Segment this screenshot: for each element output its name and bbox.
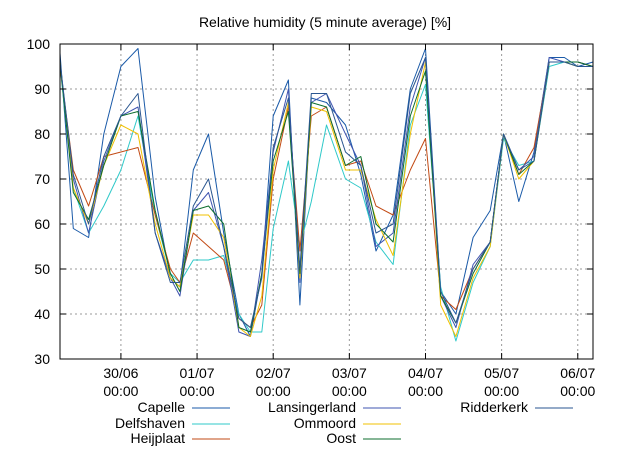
legend-label-heijplaat: Heijplaat bbox=[131, 430, 186, 446]
legend-label-ommoord: Ommoord bbox=[294, 415, 356, 431]
x-tick-label: 00:00 bbox=[103, 383, 138, 399]
legend-label-oost: Oost bbox=[326, 430, 356, 446]
legend-label-ridderkerk: Ridderkerk bbox=[460, 399, 529, 415]
x-tick-label: 06/07 bbox=[560, 365, 595, 381]
grid-lines bbox=[60, 44, 593, 359]
x-tick-label: 03/07 bbox=[332, 365, 367, 381]
y-tick-label: 40 bbox=[34, 306, 50, 322]
series-line-ridderkerk bbox=[59, 57, 593, 328]
y-tick-label: 100 bbox=[27, 36, 51, 52]
legend-label-delfshaven: Delfshaven bbox=[115, 415, 185, 431]
x-tick-label: 02/07 bbox=[256, 365, 291, 381]
y-tick-label: 90 bbox=[34, 81, 50, 97]
x-tick-label: 01/07 bbox=[180, 365, 215, 381]
x-tick-label: 00:00 bbox=[484, 383, 519, 399]
x-tick-label: 00:00 bbox=[256, 383, 291, 399]
legend-label-capelle: Capelle bbox=[138, 399, 186, 415]
series-line-delfshaven bbox=[59, 61, 593, 342]
x-axis-ticks: 30/06 00:00 01/07 00:00 02/07 00:00 03/07 00:00… bbox=[103, 44, 595, 399]
x-tick-label: 30/06 bbox=[103, 365, 138, 381]
x-tick-label: 00:00 bbox=[408, 383, 443, 399]
series-lines bbox=[59, 48, 594, 342]
plot-frame bbox=[59, 43, 594, 360]
chart-title: Relative humidity (5 minute average) [%] bbox=[199, 14, 451, 30]
y-tick-label: 30 bbox=[34, 351, 50, 367]
x-tick-label: 00:00 bbox=[180, 383, 215, 399]
x-tick-label: 05/07 bbox=[484, 365, 519, 381]
legend: CapelleDelfshavenHeijplaatLansingerlandO… bbox=[115, 399, 573, 446]
x-tick-label: 00:00 bbox=[332, 383, 367, 399]
x-tick-label: 00:00 bbox=[560, 383, 595, 399]
series-line-heijplaat bbox=[59, 61, 594, 328]
y-tick-label: 80 bbox=[34, 126, 50, 142]
series-line-capelle bbox=[59, 48, 594, 337]
legend-label-lansingerland: Lansingerland bbox=[268, 399, 356, 415]
series-line-lansingerland bbox=[59, 57, 594, 337]
x-tick-label: 04/07 bbox=[408, 365, 443, 381]
y-tick-label: 60 bbox=[34, 216, 50, 232]
y-tick-label: 70 bbox=[34, 171, 50, 187]
y-tick-label: 50 bbox=[34, 261, 50, 277]
y-axis-ticks: 30 40 50 60 70 80 90 100 bbox=[27, 36, 593, 367]
